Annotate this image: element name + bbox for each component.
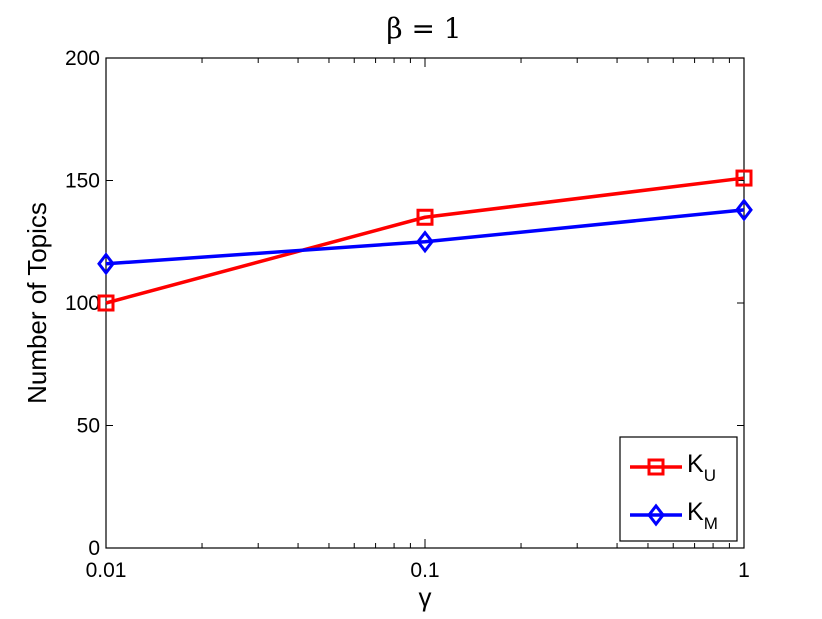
data-point-diamond <box>416 230 434 254</box>
series-line <box>105 208 745 266</box>
x-tick-label: 0.1 <box>410 559 439 582</box>
x-axis-label: γ <box>419 582 432 612</box>
legend-box <box>619 436 738 542</box>
data-point-diamond <box>735 198 753 222</box>
legend-label-subscript: U <box>704 466 716 485</box>
y-tick-label: 150 <box>65 170 100 193</box>
data-point-square <box>647 458 665 476</box>
data-point-square <box>416 208 434 226</box>
x-tick-label: 0.01 <box>86 559 127 582</box>
data-point-square <box>97 294 115 312</box>
series-layer <box>97 169 753 312</box>
series-k-u <box>97 169 753 312</box>
chart-title: β = 1 <box>386 12 461 45</box>
x-tick-label: 1 <box>738 559 750 582</box>
y-tick-label: 0 <box>88 537 100 560</box>
y-tick-label: 100 <box>65 292 100 315</box>
series-line <box>105 176 745 305</box>
series-k-m <box>97 198 753 276</box>
data-point-square <box>735 169 753 187</box>
y-axis: 0 50 100 150 200 <box>65 47 744 560</box>
y-tick-label: 200 <box>65 47 100 70</box>
y-axis-label: Number of Topics <box>22 202 52 404</box>
data-point-diamond <box>647 503 665 527</box>
data-point-diamond <box>97 252 115 276</box>
y-tick-label: 50 <box>77 415 100 438</box>
x-axis: 0.01 0.1 1 <box>86 58 750 582</box>
legend-label-subscript: M <box>704 514 718 533</box>
